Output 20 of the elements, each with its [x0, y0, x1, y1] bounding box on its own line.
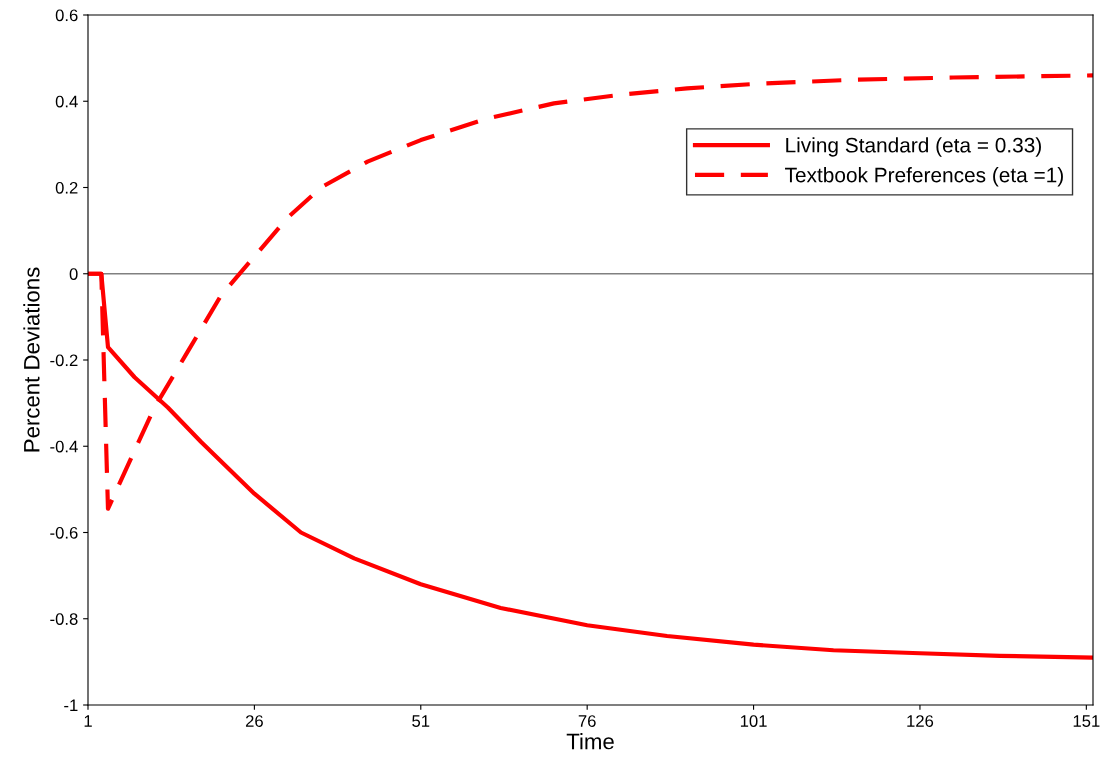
legend-label: Living Standard (eta = 0.33): [786, 137, 1041, 157]
x-tick-label: 26: [245, 715, 263, 727]
y-axis-title: Percent Deviations: [23, 267, 40, 452]
y-tick-label: 0: [69, 268, 78, 280]
x-tick-label: 1: [84, 715, 92, 727]
y-tick-label: 0.6: [55, 9, 78, 22]
x-tick-label: 101: [740, 715, 767, 727]
y-tick-label: 0.2: [55, 181, 78, 194]
y-tick-label: -0.4: [50, 440, 78, 453]
x-axis-title: Time: [566, 733, 614, 750]
x-tick-label: 126: [907, 715, 934, 727]
y-tick-label: -1: [64, 699, 78, 712]
x-tick-label: 151: [1073, 715, 1100, 727]
y-tick-label: -0.8: [50, 613, 78, 625]
legend-label: Textbook Preferences (eta =1): [785, 167, 1063, 187]
y-tick-label: -0.6: [50, 526, 78, 539]
x-tick-label: 76: [578, 715, 596, 727]
y-tick-label: -0.2: [50, 354, 78, 367]
y-tick-label: 0.4: [55, 95, 78, 108]
x-tick-label: 51: [412, 715, 430, 727]
